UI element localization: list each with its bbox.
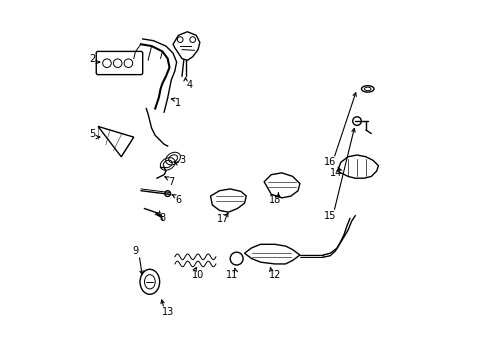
Text: 11: 11 (225, 270, 238, 280)
Text: 3: 3 (179, 156, 184, 165)
Text: 15: 15 (324, 211, 336, 221)
Text: 10: 10 (192, 270, 204, 280)
Text: 1: 1 (175, 98, 181, 108)
Text: 13: 13 (161, 307, 173, 317)
Text: 14: 14 (329, 168, 341, 178)
Text: 18: 18 (268, 195, 281, 204)
Text: 16: 16 (324, 157, 336, 167)
Text: 8: 8 (159, 212, 165, 222)
Text: 6: 6 (175, 195, 181, 204)
Text: 7: 7 (168, 177, 174, 187)
Text: 2: 2 (89, 54, 96, 64)
Text: 9: 9 (132, 247, 138, 256)
Text: 17: 17 (217, 214, 229, 224)
Text: 5: 5 (89, 129, 96, 139)
Text: 4: 4 (186, 80, 192, 90)
Text: 12: 12 (268, 270, 281, 280)
